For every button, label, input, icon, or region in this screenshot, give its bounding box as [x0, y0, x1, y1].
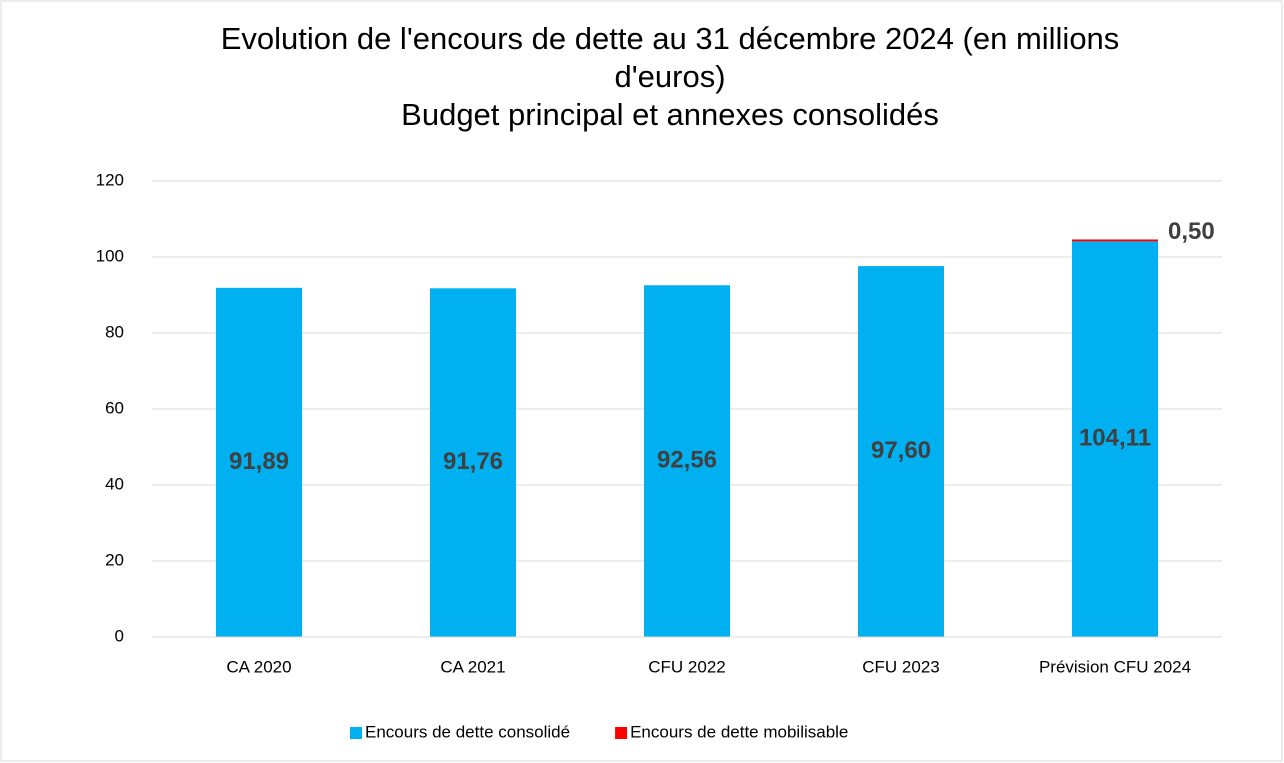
y-tick-label: 40 — [105, 474, 124, 493]
data-label: 91,89 — [229, 448, 289, 475]
y-tick-label: 100 — [96, 246, 124, 265]
bar-segment — [1072, 241, 1158, 637]
bar-segment — [644, 285, 730, 637]
x-tick-label: CFU 2022 — [648, 657, 725, 676]
legend-swatch — [615, 727, 628, 739]
legend-swatch — [350, 727, 362, 739]
data-label: 0,50 — [1168, 218, 1215, 245]
legend-label: Encours de dette consolidé — [365, 722, 570, 741]
y-tick-label: 80 — [105, 322, 124, 341]
x-tick-label: Prévision CFU 2024 — [1039, 657, 1191, 676]
titles: Evolution de l'encours de dette au 31 dé… — [170, 20, 1170, 134]
x-tick-label: CA 2020 — [226, 657, 291, 676]
y-tick-label: 60 — [105, 398, 124, 417]
bar-segment — [216, 287, 302, 637]
y-tick-label: 0 — [115, 626, 124, 645]
x-tick-label: CFU 2023 — [862, 657, 939, 676]
x-tick-label: CA 2021 — [440, 657, 505, 676]
data-label: 97,60 — [871, 437, 931, 464]
bar-segment — [430, 288, 516, 637]
chart-subtitle: Budget principal et annexes consolidés — [401, 97, 939, 132]
data-label: 92,56 — [657, 446, 717, 473]
chart-title: Evolution de l'encours de dette au 31 dé… — [220, 21, 1120, 94]
y-tick-label: 20 — [105, 550, 124, 569]
data-label: 104,11 — [1079, 425, 1151, 452]
bar-segment — [858, 266, 944, 637]
data-label: 91,76 — [443, 448, 503, 475]
legend-label: Encours de dette mobilisable — [630, 722, 848, 741]
y-tick-label: 120 — [96, 170, 124, 189]
bar-segment — [1072, 239, 1158, 242]
